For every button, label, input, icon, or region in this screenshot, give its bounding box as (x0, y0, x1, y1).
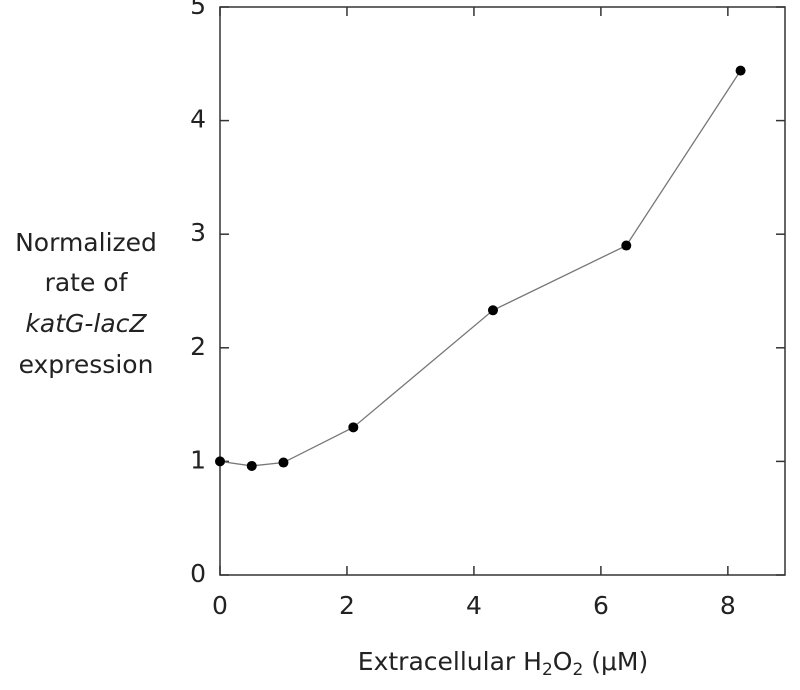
series-line (219, 70, 742, 467)
data-point (278, 457, 289, 468)
x-axis-label: Extracellular H2O2 (μM) (358, 647, 648, 680)
y-tick-label: 5 (190, 0, 206, 20)
x-label-part: Extracellular H (358, 647, 542, 676)
x-tick-label: 6 (593, 591, 609, 620)
data-point (348, 422, 359, 433)
x-label-sub: 2 (572, 660, 583, 680)
x-label-part: O (553, 647, 573, 676)
x-tick-label: 0 (212, 591, 228, 620)
y-tick-label: 1 (190, 445, 206, 474)
y-tick-label: 4 (190, 105, 206, 134)
data-point (215, 456, 225, 467)
y-label-line: Normalized (15, 228, 157, 257)
x-label-sub: 2 (542, 660, 553, 680)
y-tick-label: 0 (190, 559, 206, 588)
plot-frame (219, 6, 786, 576)
x-tick-label: 8 (720, 591, 736, 620)
y-label-line: expression (19, 350, 154, 379)
data-point (735, 65, 746, 76)
y-tick-label: 2 (190, 332, 206, 361)
data-point (246, 460, 257, 471)
x-tick-label: 4 (466, 591, 482, 620)
x-tick-label: 2 (339, 591, 355, 620)
y-tick-label: 3 (190, 218, 206, 247)
data-point (621, 240, 632, 251)
x-label-part: (μM) (583, 647, 648, 676)
y-label-line: rate of (45, 268, 129, 297)
y-axis-label: Normalized rate of katG-lacZ expression (15, 228, 157, 379)
data-point (487, 305, 498, 316)
y-label-line: katG-lacZ (25, 309, 147, 338)
